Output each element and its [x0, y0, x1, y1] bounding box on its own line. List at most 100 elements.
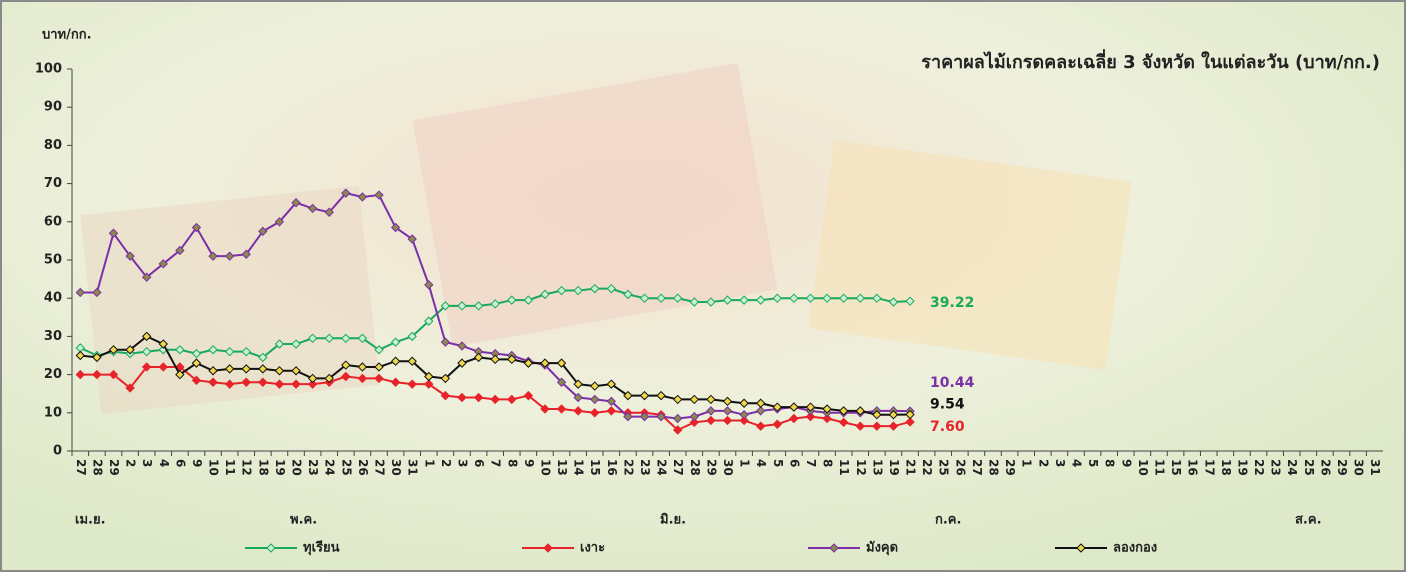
x-tick-label: 12: [240, 459, 254, 476]
x-tick-label: 27: [74, 459, 88, 476]
x-tick-label: 13: [555, 459, 569, 476]
y-tick-label: 0: [53, 444, 62, 459]
value-label: 7.60: [930, 419, 965, 435]
x-tick-label: 26: [1318, 459, 1332, 476]
y-tick-label: 30: [44, 329, 62, 344]
x-tick-label: 25: [339, 459, 353, 476]
y-tick-label: 60: [44, 214, 62, 229]
x-tick-label: 14: [572, 459, 586, 476]
x-tick-label: 19: [273, 459, 287, 476]
x-tick-label: 27: [671, 459, 685, 476]
x-tick-label: 5: [1086, 459, 1100, 467]
x-tick-label: 4: [157, 459, 171, 467]
x-tick-label: 24: [1285, 459, 1299, 476]
x-tick-label: 31: [1368, 459, 1382, 476]
y-tick-label: 10: [44, 405, 62, 420]
x-tick-label: 10: [538, 459, 552, 476]
x-tick-label: 18: [1219, 459, 1233, 476]
x-tick-label: 30: [1352, 459, 1366, 476]
x-tick-label: 13: [870, 459, 884, 476]
month-label: เม.ย.: [75, 513, 106, 528]
x-tick-label: 11: [223, 459, 237, 476]
x-tick-label: 22: [1252, 459, 1266, 476]
x-tick-label: 5: [771, 459, 785, 467]
x-tick-label: 6: [787, 459, 801, 467]
y-tick-label: 20: [44, 367, 62, 382]
x-tick-label: 9: [190, 459, 204, 467]
x-tick-label: 29: [1335, 459, 1349, 476]
x-tick-label: 7: [804, 459, 818, 467]
y-axis-label: บาท/กก.: [42, 28, 92, 43]
legend-label: ทุเรียน: [303, 540, 340, 556]
month-label: ก.ค.: [935, 513, 961, 528]
value-label: 9.54: [930, 397, 965, 413]
y-tick-label: 90: [44, 100, 62, 115]
legend-label: มังคุด: [866, 541, 898, 556]
x-tick-label: 23: [306, 459, 320, 476]
x-tick-label: 27: [373, 459, 387, 476]
x-tick-label: 8: [1103, 459, 1117, 467]
x-tick-label: 8: [505, 459, 519, 467]
y-tick-label: 50: [44, 253, 62, 268]
x-tick-label: 2: [439, 459, 453, 467]
chart-title: ราคาผลไม้เกรดคละเฉลี่ย 3 จังหวัด ในแต่ละ…: [921, 49, 1380, 73]
y-tick-label: 40: [44, 291, 62, 306]
x-tick-label: 29: [1003, 459, 1017, 476]
x-tick-label: 11: [837, 459, 851, 476]
x-tick-label: 16: [1186, 459, 1200, 476]
x-tick-label: 28: [987, 459, 1001, 476]
x-tick-label: 19: [1235, 459, 1249, 476]
value-label: 10.44: [930, 375, 975, 391]
x-tick-label: 8: [821, 459, 835, 467]
x-tick-label: 23: [1269, 459, 1283, 476]
chart: ราคาผลไม้เกรดคละเฉลี่ย 3 จังหวัด ในแต่ละ…: [0, 0, 1406, 572]
x-tick-label: 6: [173, 459, 187, 467]
x-tick-label: 25: [937, 459, 951, 476]
x-tick-label: 1: [738, 459, 752, 467]
x-tick-label: 30: [389, 459, 403, 476]
x-tick-label: 10: [1136, 459, 1150, 476]
x-tick-label: 1: [1020, 459, 1034, 467]
x-tick-label: 29: [704, 459, 718, 476]
x-tick-label: 4: [754, 459, 768, 467]
legend-label: เงาะ: [580, 541, 605, 556]
month-label: มิ.ย.: [660, 513, 686, 528]
x-tick-label: 9: [1119, 459, 1133, 467]
x-tick-label: 20: [290, 459, 304, 476]
x-tick-label: 15: [1169, 459, 1183, 476]
x-tick-label: 24: [323, 459, 337, 476]
x-tick-label: 3: [455, 459, 469, 467]
x-tick-label: 31: [406, 459, 420, 476]
month-label: ส.ค.: [1295, 513, 1322, 528]
y-tick-label: 80: [44, 138, 62, 153]
x-tick-label: 9: [522, 459, 536, 467]
x-tick-label: 1: [422, 459, 436, 467]
x-tick-label: 11: [1152, 459, 1166, 476]
x-tick-label: 12: [854, 459, 868, 476]
x-tick-label: 28: [90, 459, 104, 476]
x-tick-label: 26: [953, 459, 967, 476]
value-label: 39.22: [930, 295, 974, 311]
x-tick-label: 25: [1302, 459, 1316, 476]
x-tick-label: 2: [124, 459, 138, 467]
y-tick-label: 70: [44, 176, 62, 191]
x-tick-label: 3: [140, 459, 154, 467]
x-tick-label: 23: [638, 459, 652, 476]
x-tick-label: 4: [1069, 459, 1083, 467]
x-tick-label: 16: [605, 459, 619, 476]
x-tick-label: 27: [970, 459, 984, 476]
x-tick-label: 19: [887, 459, 901, 476]
x-tick-label: 30: [721, 459, 735, 476]
y-tick-label: 100: [35, 62, 62, 77]
x-tick-label: 21: [904, 459, 918, 476]
x-tick-label: 22: [621, 459, 635, 476]
x-tick-label: 3: [1053, 459, 1067, 467]
x-tick-label: 18: [256, 459, 270, 476]
x-tick-label: 17: [1202, 459, 1216, 476]
x-tick-label: 6: [472, 459, 486, 467]
x-tick-label: 24: [655, 459, 669, 476]
x-tick-label: 10: [207, 459, 221, 476]
x-tick-label: 29: [107, 459, 121, 476]
x-tick-label: 7: [489, 459, 503, 467]
x-tick-label: 28: [688, 459, 702, 476]
